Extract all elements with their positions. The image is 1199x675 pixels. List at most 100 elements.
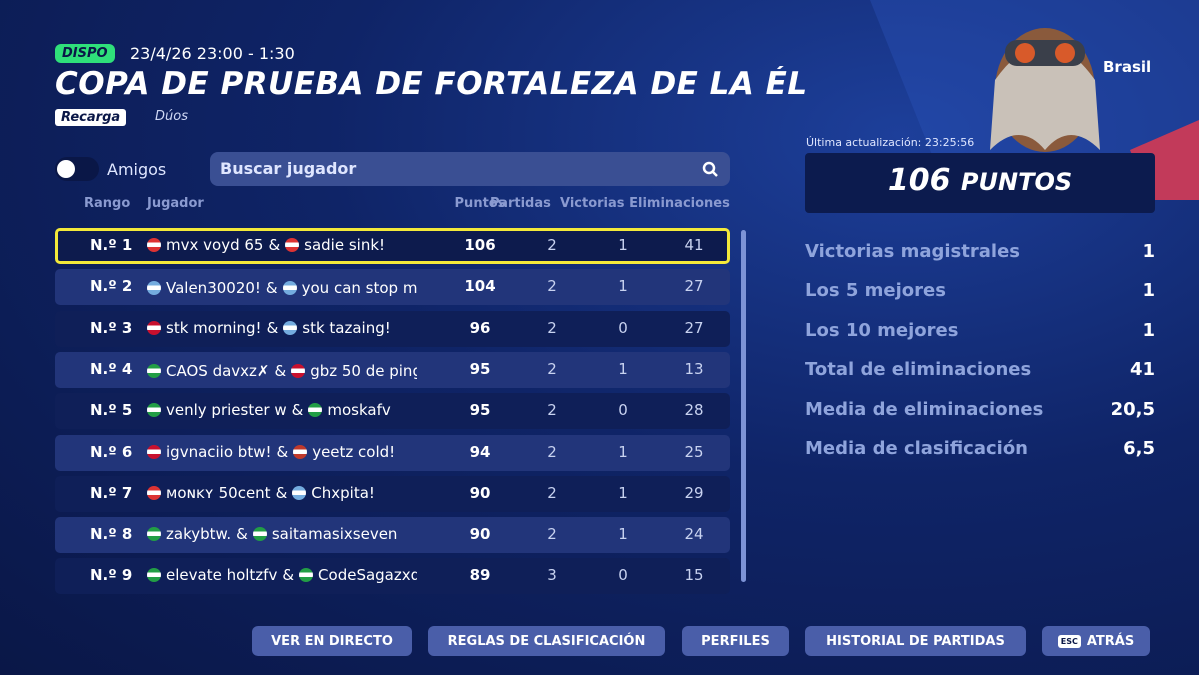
wins: 0	[618, 318, 628, 337]
stat-label: Los 5 mejores	[805, 280, 946, 302]
leaderboard-row[interactable]	[55, 310, 730, 347]
stat-value: 1	[1142, 241, 1155, 262]
wins: 0	[618, 566, 628, 585]
button[interactable]: VER EN DIRECTO	[252, 626, 412, 656]
player-name: Chxpita!	[311, 483, 375, 502]
players: venly priester w & moskafv	[147, 401, 417, 419]
points: 96	[469, 318, 491, 337]
wins: 1	[618, 483, 628, 502]
column-header: Puntos	[454, 196, 506, 211]
joiner: &	[275, 483, 288, 502]
leaderboard-row[interactable]	[55, 393, 730, 430]
flag	[147, 281, 161, 296]
player-name: CodeSagazxdbr	[318, 566, 417, 585]
region: Brasil	[1103, 58, 1152, 76]
rank: N.º 7	[90, 483, 133, 502]
button[interactable]: PERFILES	[682, 626, 789, 656]
points: 95	[469, 401, 491, 420]
joiner: &	[276, 442, 289, 461]
button[interactable]: REGLAS DE CLASIFICACIÓN	[428, 626, 665, 656]
player-name: venly priester w	[166, 401, 287, 420]
esc-key: ESC	[1057, 634, 1081, 648]
player-name: zakybtw.	[166, 525, 232, 544]
leaderboard-row[interactable]	[55, 558, 730, 595]
points: 106	[887, 163, 951, 198]
joiner: &	[265, 279, 278, 298]
leaderboard-row[interactable]	[55, 269, 730, 306]
rank: N.º 3	[90, 318, 133, 337]
button-label: HISTORIAL DE PARTIDAS	[826, 633, 1005, 649]
joiner: &	[291, 401, 304, 420]
search-placeholder: Buscar jugador	[220, 159, 357, 178]
stat-label: Total de eliminaciones	[805, 359, 1032, 381]
wins: 1	[618, 525, 628, 544]
player-name: ᴍᴏɴᴋʏ 50cent	[166, 483, 271, 502]
rank: N.º 9	[90, 566, 133, 585]
leaderboard-row[interactable]	[55, 228, 730, 264]
flag	[147, 238, 161, 252]
eliminations: 15	[684, 566, 704, 585]
rank: N.º 8	[90, 525, 133, 544]
player-name: igvnaciio btw!	[166, 442, 272, 461]
stat-label: Victorias magistrales	[805, 241, 1020, 262]
matches: 2	[547, 442, 557, 461]
search-box[interactable]: Buscar jugador	[210, 152, 730, 186]
column-header: Jugador	[147, 196, 204, 211]
flag	[147, 320, 161, 335]
wins: 1	[618, 236, 628, 254]
flag	[283, 320, 298, 335]
wins: 1	[618, 359, 628, 378]
flag	[291, 363, 306, 378]
eliminations: 27	[684, 318, 704, 337]
button[interactable]: ESC ATRÁS	[1042, 626, 1150, 656]
eliminations: 28	[684, 401, 704, 420]
flag	[282, 281, 297, 296]
player-name: you can stop meツ	[301, 279, 417, 298]
flag	[292, 485, 307, 500]
leaderboard-row[interactable]	[55, 517, 730, 554]
flag	[147, 568, 161, 583]
button-label: VER EN DIRECTO	[271, 633, 393, 649]
flag	[308, 403, 323, 418]
points: 104	[464, 277, 496, 296]
rank: N.º 4	[90, 359, 133, 378]
scrollbar-thumb[interactable]	[741, 230, 746, 582]
rank: N.º 5	[90, 401, 133, 420]
joiner: &	[282, 566, 295, 585]
players: CAOS davxz✗& gbz 50 de pingツ	[147, 360, 417, 381]
flag	[293, 444, 308, 459]
stat-value: 41	[1129, 359, 1155, 381]
players: ᴍᴏɴᴋʏ 50cent & Chxpita!	[147, 484, 417, 502]
points: 95	[469, 359, 491, 378]
button-label: ATRÁS	[1086, 633, 1135, 649]
eliminations: 29	[684, 483, 704, 502]
player-name: yeetz cold!	[312, 442, 396, 461]
button-label: PERFILES	[701, 633, 770, 649]
button[interactable]: HISTORIAL DE PARTIDAS	[805, 626, 1026, 656]
player-name: stk morning!	[166, 318, 262, 337]
matches: 2	[547, 318, 557, 337]
player-name: sadie sink!	[304, 236, 386, 254]
last-update: Última actualización: 23:25:56	[806, 136, 975, 149]
player-name: elevate holtzfv	[166, 566, 278, 585]
players: mvx voyd 65 & sadie sink!	[147, 236, 417, 254]
leaderboard-row[interactable]	[55, 434, 730, 471]
player-name: Valen30020!	[166, 279, 261, 298]
stat-value: 1	[1142, 280, 1155, 302]
event-title: COPA DE PRUEBA DE FORTALEZA DE LA ÉLITE	[55, 66, 805, 102]
points: 90	[469, 525, 491, 544]
stat-value: 6,5	[1123, 438, 1155, 459]
rank: N.º 1	[90, 236, 133, 254]
column-header: Partidas	[490, 196, 551, 211]
player-name: mvx voyd 65	[166, 236, 264, 254]
eliminations: 27	[684, 277, 704, 296]
eliminations: 25	[684, 442, 704, 461]
eliminations: 13	[684, 359, 704, 378]
button-label: REGLAS DE CLASIFICACIÓN	[447, 633, 646, 649]
flag	[147, 485, 161, 500]
wins: 1	[618, 277, 628, 296]
leaderboard-row[interactable]	[55, 475, 730, 512]
eliminations: 41	[684, 236, 704, 254]
leaderboard-row[interactable]	[55, 351, 730, 388]
